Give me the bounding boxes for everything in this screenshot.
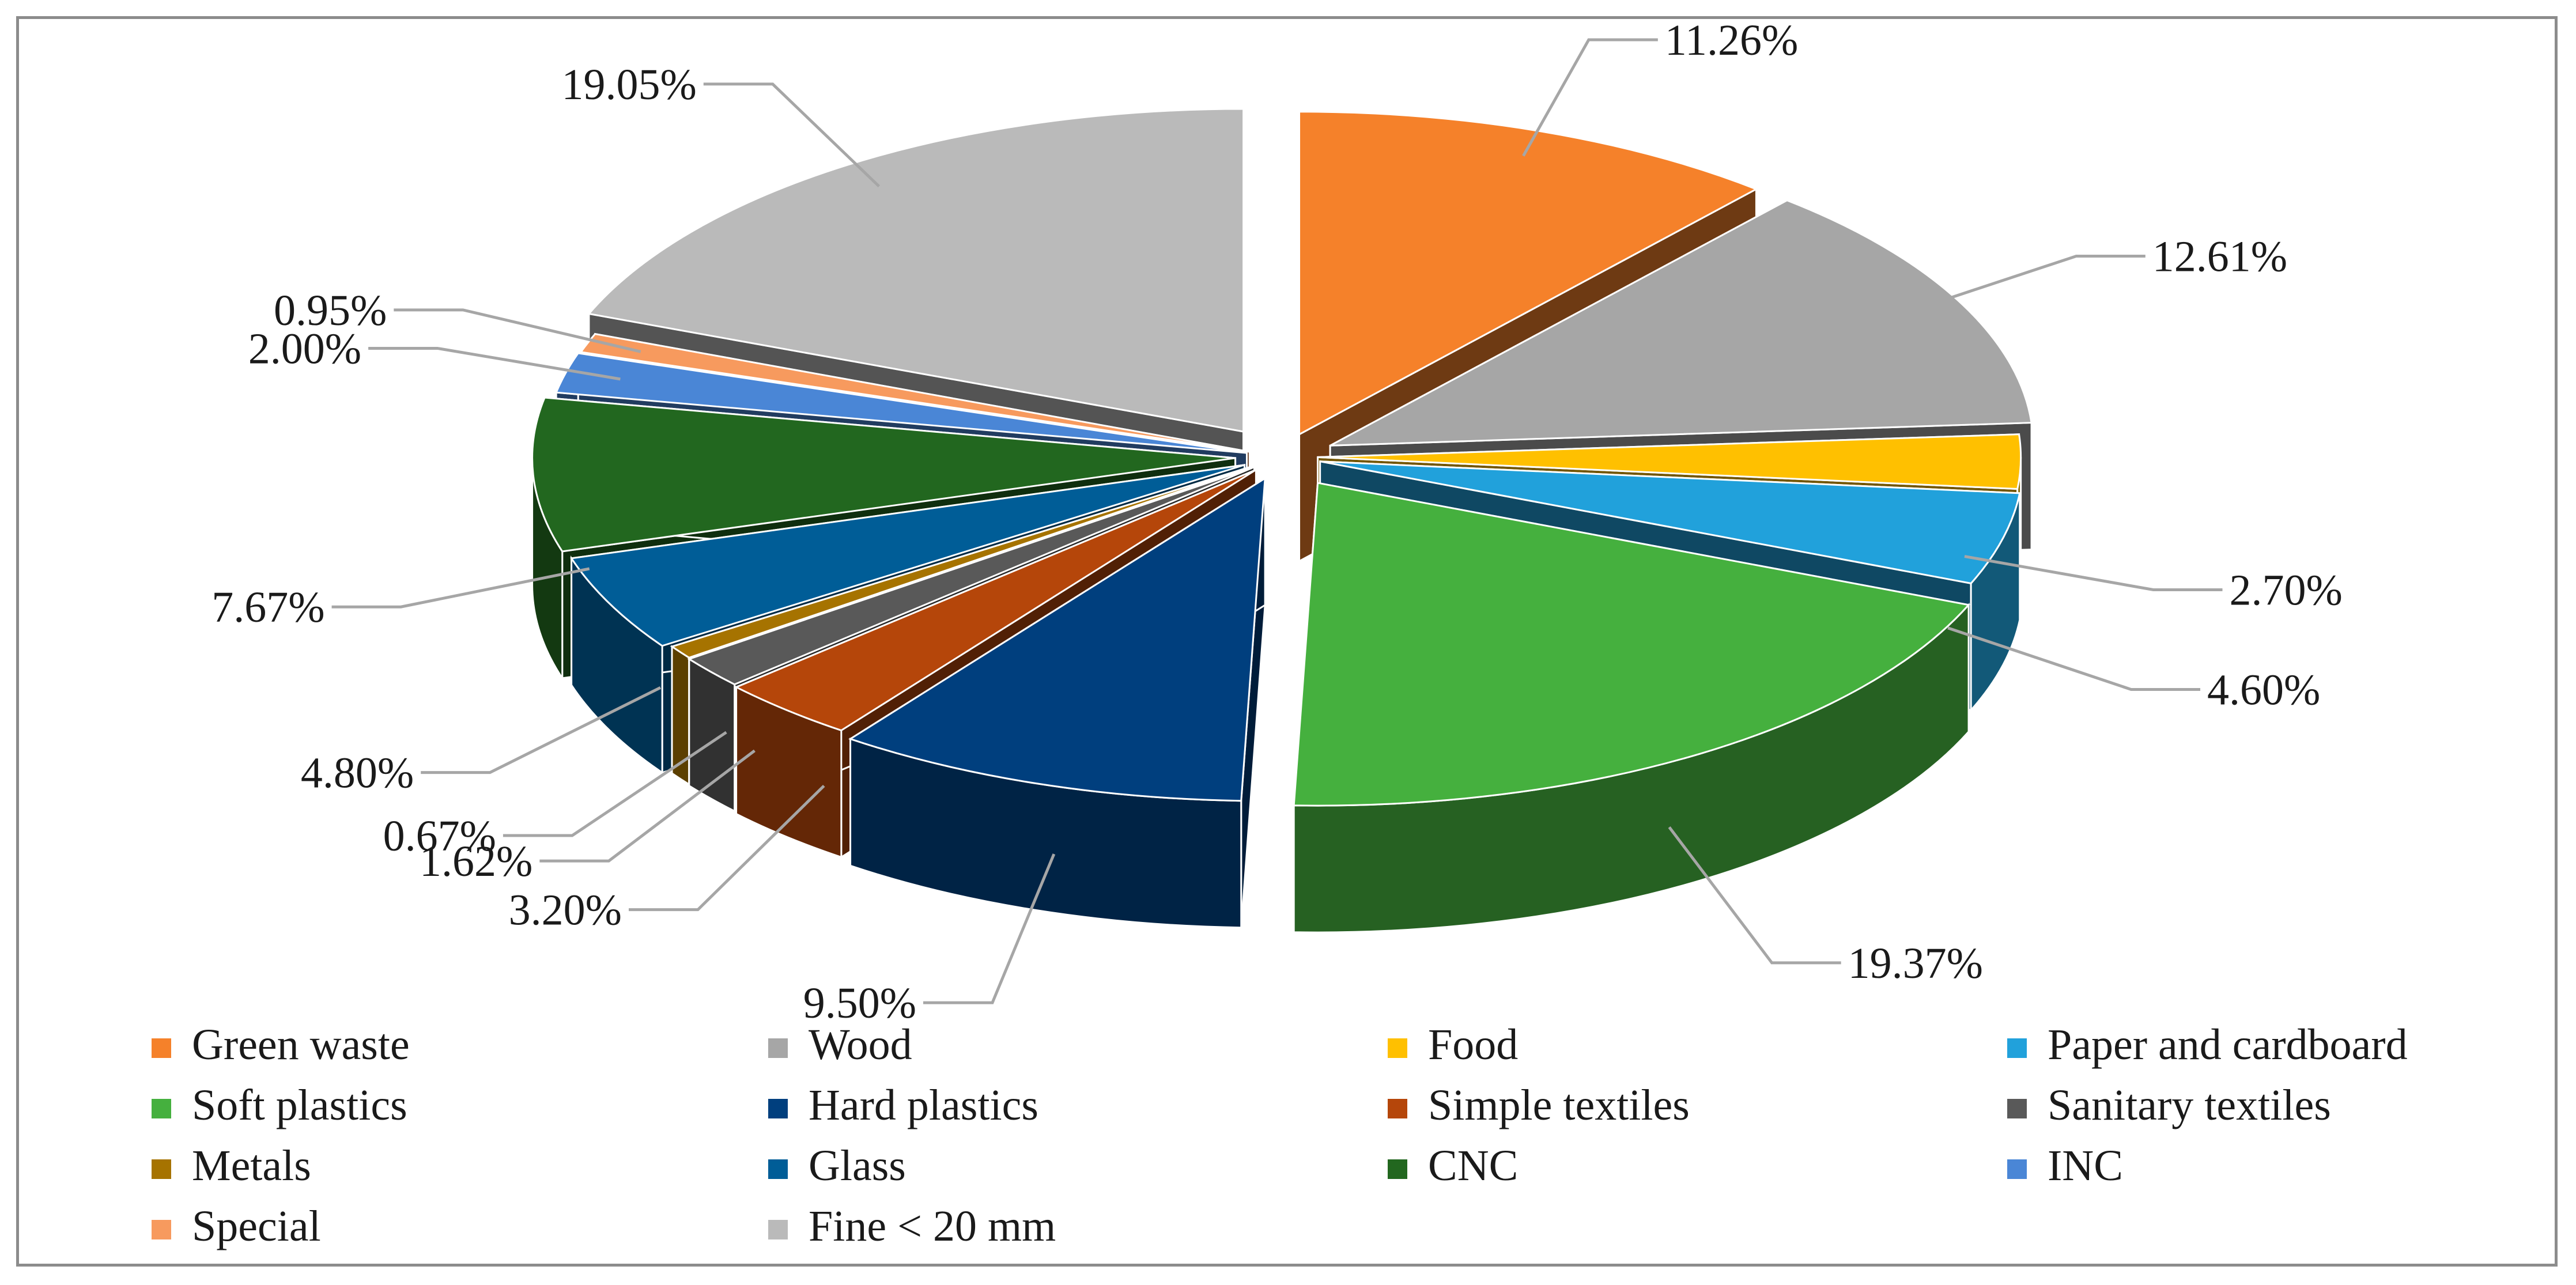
data-label-wood: 12.61% [2152, 233, 2287, 281]
legend-label: Hard plastics [809, 1081, 1038, 1129]
pie-slice-hard-plastics [848, 477, 1266, 929]
legend-label: Wood [809, 1021, 912, 1069]
leader-line-wood [1907, 255, 2146, 313]
legend-item-sanitary-textiles: Sanitary textiles [2007, 1081, 2331, 1129]
data-label-glass: 4.80% [301, 749, 414, 798]
legend-swatch [1388, 1038, 1407, 1058]
leader-line-food [1964, 555, 2223, 591]
legend-item-food: Food [1388, 1021, 1518, 1069]
slice-top [1320, 460, 2021, 585]
leader-line-cnc [331, 567, 590, 609]
leader-line-soft-plastics [1668, 826, 1841, 965]
legend-item-inc: INC [2007, 1142, 2123, 1190]
leader-line-glass [421, 686, 662, 774]
legend-label: Glass [809, 1142, 906, 1190]
leader-line-green-waste [1522, 38, 1658, 157]
legend-swatch [768, 1099, 788, 1118]
legend-swatch [768, 1220, 788, 1239]
data-label-paper-and-cardboard: 4.60% [2207, 666, 2320, 714]
legend-swatch [2007, 1159, 2027, 1179]
slice-top [1293, 482, 1970, 807]
legend-label: Fine < 20 mm [809, 1202, 1056, 1250]
leader-line-simple-textiles [628, 784, 825, 912]
slice-top [1317, 433, 2022, 490]
data-label-sanitary-textiles: 1.62% [420, 837, 532, 886]
legend-swatch [152, 1159, 171, 1179]
legend-item-metals: Metals [152, 1142, 311, 1190]
legend-swatch [152, 1099, 171, 1118]
legend-label: Green waste [192, 1021, 410, 1069]
legend-swatch [152, 1220, 171, 1239]
leader-line-special [394, 308, 641, 353]
legend-item-hard-plastics: Hard plastics [768, 1081, 1038, 1129]
legend-label: Sanitary textiles [2048, 1081, 2331, 1129]
slice-top [734, 468, 1257, 732]
legend-item-cnc: CNC [1388, 1142, 1518, 1190]
leader-line-paper-and-cardboard [1947, 626, 2201, 691]
legend-label: Metals [192, 1142, 311, 1190]
legend-label: Paper and cardboard [2048, 1021, 2408, 1069]
data-label-food: 2.70% [2229, 566, 2342, 614]
legend-item-special: Special [152, 1202, 321, 1250]
legend-label: Food [1428, 1021, 1518, 1069]
legend-item-glass: Glass [768, 1142, 906, 1190]
data-label-hard-plastics: 9.50% [803, 979, 916, 1027]
slice-top [579, 332, 1250, 453]
legend-item-simple-textiles: Simple textiles [1388, 1081, 1690, 1129]
data-label-soft-plastics: 19.37% [1848, 939, 1983, 988]
slice-top [587, 108, 1245, 433]
legend-swatch [768, 1038, 788, 1058]
legend-label: Simple textiles [1428, 1081, 1690, 1129]
leader-line-hard-plastics [923, 853, 1056, 1004]
legend-swatch [152, 1038, 171, 1058]
slice-top [1298, 111, 1759, 436]
slice-top [848, 477, 1266, 802]
pie-chart: 11.26% 12.61% 2.70% 4.60% 19.37% 9.50% 3.20%1.… [152, 19, 2408, 1250]
legend-label: CNC [1428, 1142, 1518, 1190]
legend-item-wood: Wood [768, 1021, 912, 1069]
legend-item-fine-20-mm: Fine < 20 mm [768, 1202, 1056, 1250]
leader-line-sanitary-textiles [539, 749, 756, 863]
leader-line-metals [503, 731, 727, 837]
legend-label: Soft plastics [192, 1081, 407, 1129]
slice-top [570, 464, 1245, 647]
legend-item-soft-plastics: Soft plastics [152, 1081, 407, 1129]
data-label-green-waste: 11.26% [1665, 19, 1799, 65]
data-label-metals: 0.67% [383, 812, 496, 860]
leader-line-fine-20-mm [703, 82, 881, 188]
legend-swatch [2007, 1038, 2027, 1058]
legend-item-green-waste: Green waste [152, 1021, 410, 1069]
legend-item-paper-and-cardboard: Paper and cardboard [2007, 1021, 2408, 1069]
pie-slice-soft-plastics [1293, 482, 1970, 933]
slice-top [554, 352, 1247, 454]
legend-swatch [1388, 1099, 1407, 1118]
slice-top [687, 466, 1255, 686]
slice-top [670, 464, 1255, 659]
legend-swatch [1388, 1159, 1407, 1179]
legend-swatch [768, 1159, 788, 1179]
data-label-special: 0.95% [274, 286, 387, 335]
slice-top [531, 396, 1236, 553]
legend-label: INC [2048, 1142, 2123, 1190]
legend-label: Special [192, 1202, 321, 1250]
data-label-cnc: 7.67% [211, 583, 324, 632]
data-label-simple-textiles: 3.20% [509, 886, 622, 935]
leader-line-inc [368, 346, 621, 381]
slice-top [1329, 199, 2033, 447]
chart-frame: 11.26% 12.61% 2.70% 4.60% 19.37% 9.50% 3.20% 1.… [16, 16, 2558, 1267]
data-label-inc: 2.00% [248, 324, 361, 373]
data-label-fine-20-mm: 19.05% [561, 61, 696, 109]
legend-swatch [2007, 1099, 2027, 1118]
